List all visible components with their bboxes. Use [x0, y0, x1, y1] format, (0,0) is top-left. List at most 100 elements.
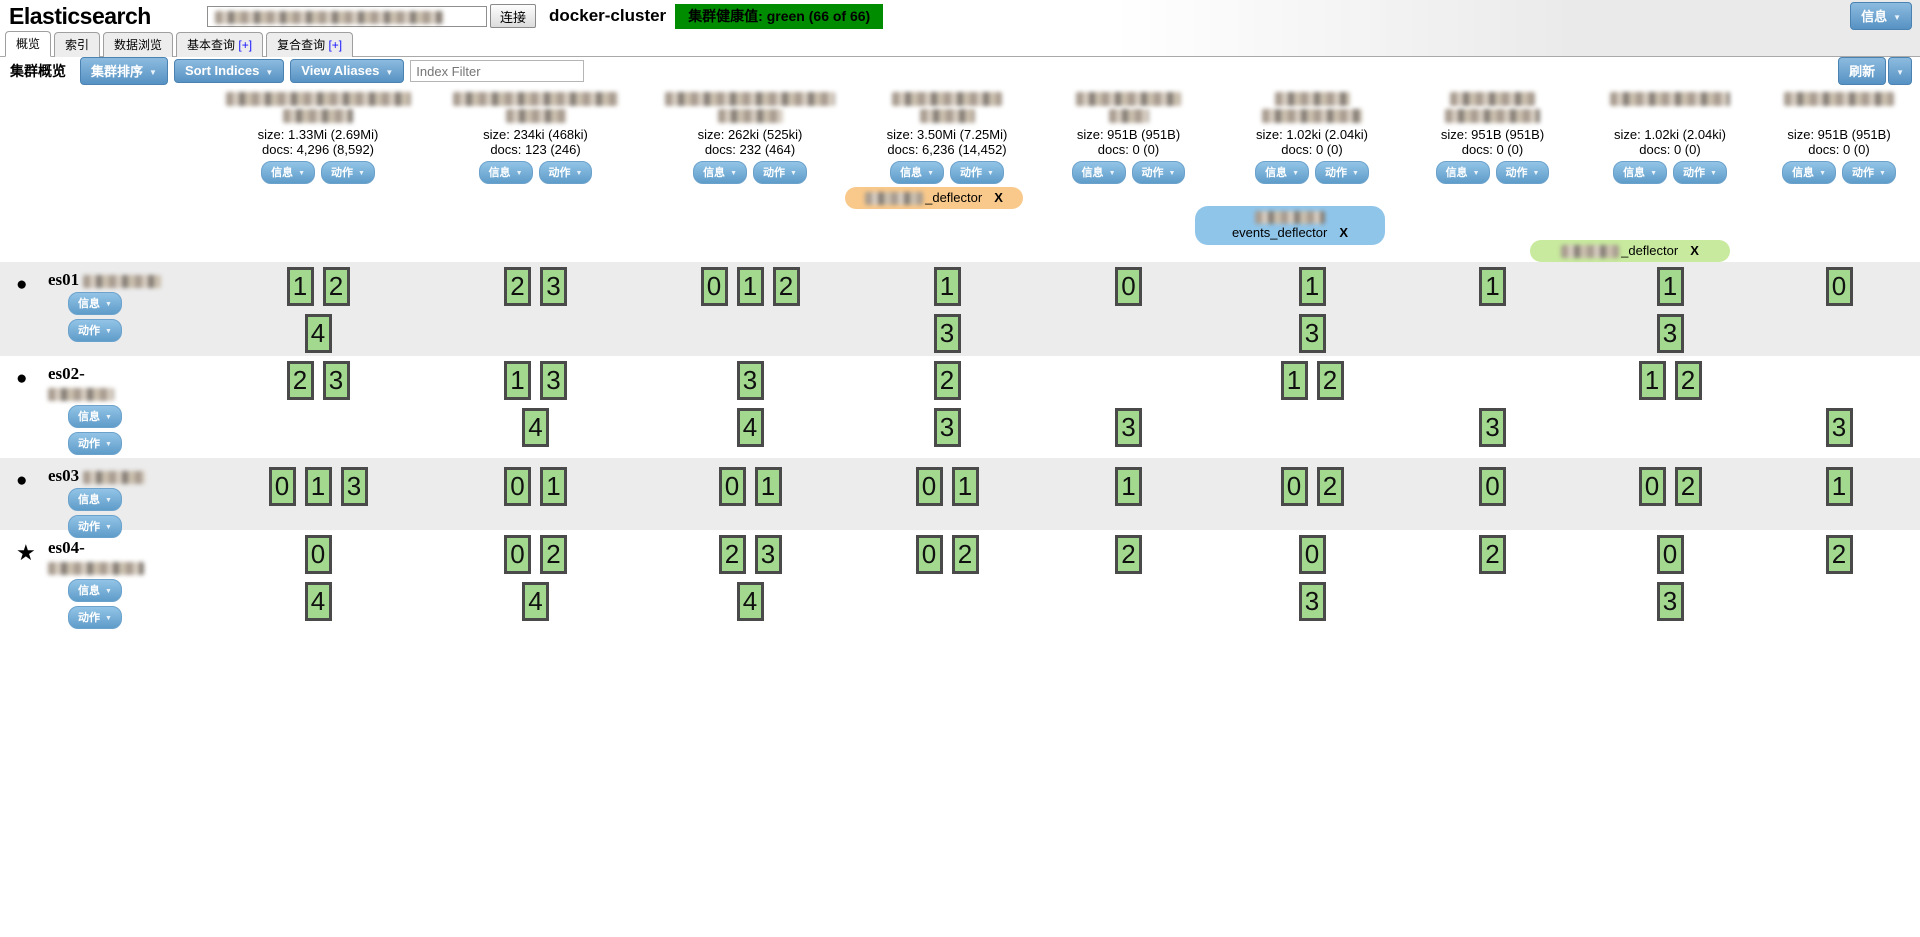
shard-box[interactable]: 1 [1656, 267, 1684, 306]
sort-cluster-dropdown-button[interactable]: 集群排序 [80, 57, 168, 85]
shard-box[interactable]: 0 [915, 535, 943, 574]
shard-box[interactable]: 2 [772, 267, 800, 306]
index-actions-dropdown-button[interactable]: 动作 [538, 161, 593, 184]
index-actions-dropdown-button[interactable]: 动作 [1495, 161, 1550, 184]
shard-box[interactable]: 2 [1115, 535, 1142, 574]
index-actions-dropdown-button[interactable]: 动作 [1842, 161, 1896, 184]
shard-box[interactable]: 2 [1316, 361, 1344, 400]
shard-box[interactable]: 2 [322, 267, 350, 306]
shard-box[interactable]: 1 [933, 267, 961, 306]
shard-box[interactable]: 2 [718, 535, 746, 574]
shard-box[interactable]: 3 [540, 361, 567, 400]
shard-box[interactable]: 1 [540, 467, 567, 506]
shard-box[interactable]: 3 [933, 408, 961, 447]
tab-overview[interactable]: 概览 [5, 31, 52, 57]
shard-box[interactable]: 3 [1479, 408, 1506, 447]
shard-box[interactable]: 1 [286, 267, 314, 306]
shard-box[interactable]: 1 [1638, 361, 1666, 400]
alias-remove-button[interactable]: X [1339, 225, 1349, 240]
index-actions-dropdown-button[interactable]: 动作 [1315, 161, 1369, 184]
tab-basic-query[interactable]: 基本查询 [+] [176, 32, 264, 57]
shard-box[interactable]: 1 [1115, 467, 1142, 506]
node-info-dropdown-button[interactable]: 信息 [68, 488, 122, 511]
index-info-dropdown-button[interactable]: 信息 [1782, 161, 1836, 184]
shard-box[interactable]: 1 [1825, 467, 1853, 506]
shard-box[interactable]: 3 [1298, 582, 1326, 621]
index-info-dropdown-button[interactable]: 信息 [1435, 161, 1490, 184]
shard-box[interactable]: 1 [1298, 267, 1326, 306]
shard-box[interactable]: 2 [540, 535, 567, 574]
shard-box[interactable]: 2 [951, 535, 979, 574]
shard-box[interactable]: 3 [1656, 582, 1684, 621]
shard-box[interactable]: 3 [1298, 314, 1326, 353]
shard-box[interactable]: 2 [1316, 467, 1344, 506]
shard-box[interactable]: 1 [304, 467, 332, 506]
shard-box[interactable]: 3 [1825, 408, 1853, 447]
shard-box[interactable]: 0 [700, 267, 728, 306]
shard-box[interactable]: 1 [754, 467, 782, 506]
alias-remove-button[interactable]: X [1690, 243, 1699, 258]
shard-box[interactable]: 3 [933, 314, 961, 353]
shard-box[interactable]: 1 [736, 267, 764, 306]
shard-box[interactable]: 0 [504, 535, 531, 574]
shard-box[interactable]: 4 [736, 408, 764, 447]
shard-box[interactable]: 4 [304, 314, 332, 353]
connect-button[interactable]: 连接 [490, 4, 537, 28]
shard-box[interactable]: 2 [933, 361, 961, 400]
shard-box[interactable]: 3 [736, 361, 764, 400]
node-actions-dropdown-button[interactable]: 动作 [68, 319, 122, 342]
shard-box[interactable]: 2 [286, 361, 314, 400]
shard-box[interactable]: 1 [1479, 267, 1506, 306]
shard-box[interactable]: 1 [504, 361, 531, 400]
sort-indices-dropdown-button[interactable]: Sort Indices [173, 59, 285, 83]
shard-box[interactable]: 3 [754, 535, 782, 574]
alias-remove-button[interactable]: X [994, 190, 1003, 205]
index-info-dropdown-button[interactable]: 信息 [478, 161, 533, 184]
index-actions-dropdown-button[interactable]: 动作 [321, 161, 375, 184]
index-info-dropdown-button[interactable]: 信息 [1071, 161, 1126, 184]
index-info-dropdown-button[interactable]: 信息 [693, 161, 747, 184]
shard-box[interactable]: 0 [718, 467, 746, 506]
shard-box[interactable]: 2 [1825, 535, 1853, 574]
index-filter-input[interactable] [410, 60, 585, 82]
index-info-dropdown-button[interactable]: 信息 [1255, 161, 1309, 184]
shard-box[interactable]: 0 [1298, 535, 1326, 574]
shard-box[interactable]: 3 [340, 467, 368, 506]
node-actions-dropdown-button[interactable]: 动作 [68, 606, 122, 629]
shard-box[interactable]: 0 [304, 535, 332, 574]
node-info-dropdown-button[interactable]: 信息 [68, 292, 122, 315]
shard-box[interactable]: 0 [1638, 467, 1666, 506]
shard-box[interactable]: 0 [1825, 267, 1853, 306]
shard-box[interactable]: 3 [322, 361, 350, 400]
shard-box[interactable]: 2 [1674, 361, 1702, 400]
index-actions-dropdown-button[interactable]: 动作 [1673, 161, 1727, 184]
index-info-dropdown-button[interactable]: 信息 [890, 161, 944, 184]
index-info-dropdown-button[interactable]: 信息 [261, 161, 315, 184]
node-info-dropdown-button[interactable]: 信息 [68, 405, 122, 428]
shard-box[interactable]: 0 [1479, 467, 1506, 506]
cluster-info-dropdown-button[interactable]: 信息 [1850, 2, 1912, 30]
refresh-dropdown-button[interactable] [1888, 57, 1912, 85]
shard-box[interactable]: 0 [1280, 467, 1308, 506]
index-actions-dropdown-button[interactable]: 动作 [950, 161, 1004, 184]
index-actions-dropdown-button[interactable]: 动作 [753, 161, 807, 184]
refresh-button[interactable]: 刷新 [1838, 57, 1887, 85]
shard-box[interactable]: 1 [951, 467, 979, 506]
shard-box[interactable]: 1 [1280, 361, 1308, 400]
shard-box[interactable]: 0 [504, 467, 531, 506]
shard-box[interactable]: 0 [1656, 535, 1684, 574]
shard-box[interactable]: 0 [1115, 267, 1142, 306]
view-aliases-dropdown-button[interactable]: View Aliases [290, 59, 405, 83]
index-info-dropdown-button[interactable]: 信息 [1613, 161, 1667, 184]
tab-data-browser[interactable]: 数据浏览 [103, 32, 174, 57]
index-actions-dropdown-button[interactable]: 动作 [1131, 161, 1186, 184]
node-actions-dropdown-button[interactable]: 动作 [68, 515, 122, 538]
node-actions-dropdown-button[interactable]: 动作 [68, 432, 122, 455]
shard-box[interactable]: 2 [1674, 467, 1702, 506]
shard-box[interactable]: 0 [268, 467, 296, 506]
shard-box[interactable]: 4 [522, 582, 549, 621]
shard-box[interactable]: 3 [1115, 408, 1142, 447]
shard-box[interactable]: 2 [504, 267, 531, 306]
node-info-dropdown-button[interactable]: 信息 [68, 579, 122, 602]
shard-box[interactable]: 4 [304, 582, 332, 621]
